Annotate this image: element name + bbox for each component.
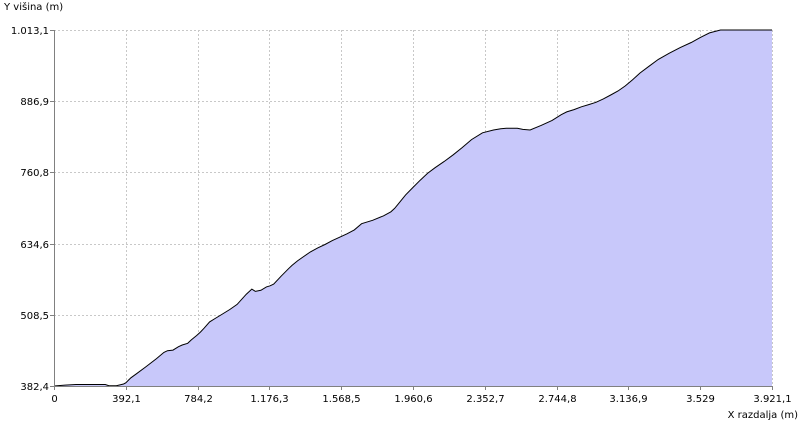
y-tick-label: 634,6 (20, 240, 49, 251)
x-tick-label: 392,1 (112, 394, 141, 405)
x-tick-label: 784,2 (184, 394, 213, 405)
x-tick-label: 3.529 (686, 394, 715, 405)
x-tick-label: 2.352,7 (466, 394, 504, 405)
x-tick-label: 2.744,8 (538, 394, 576, 405)
y-axis-ticks: 382,4 508,5 634,6 760,8 886,9 1.013,1 (11, 26, 54, 393)
x-tick-label: 1.568,5 (322, 394, 360, 405)
y-tick-label: 382,4 (20, 382, 49, 393)
y-tick-label: 1.013,1 (11, 26, 49, 37)
x-axis-ticks: 0 392,1 784,2 1.176,3 1.568,5 1.960,6 2.352,7 2… (51, 386, 792, 405)
x-tick-label: 1.176,3 (250, 394, 288, 405)
y-tick-label: 508,5 (20, 311, 49, 322)
x-tick-label: 3.136,9 (609, 394, 647, 405)
y-tick-label: 760,8 (20, 168, 49, 179)
x-tick-label: 3.921,1 (753, 394, 791, 405)
elevation-line (53, 29, 772, 387)
x-tick-label: 0 (51, 394, 57, 405)
y-tick-label: 886,9 (20, 97, 49, 108)
y-axis-title: Y višina (m) (3, 1, 63, 13)
x-axis-title: X razdalja (m) (728, 410, 798, 421)
elevation-area (54, 30, 772, 386)
x-tick-label: 1.960,6 (394, 394, 432, 405)
